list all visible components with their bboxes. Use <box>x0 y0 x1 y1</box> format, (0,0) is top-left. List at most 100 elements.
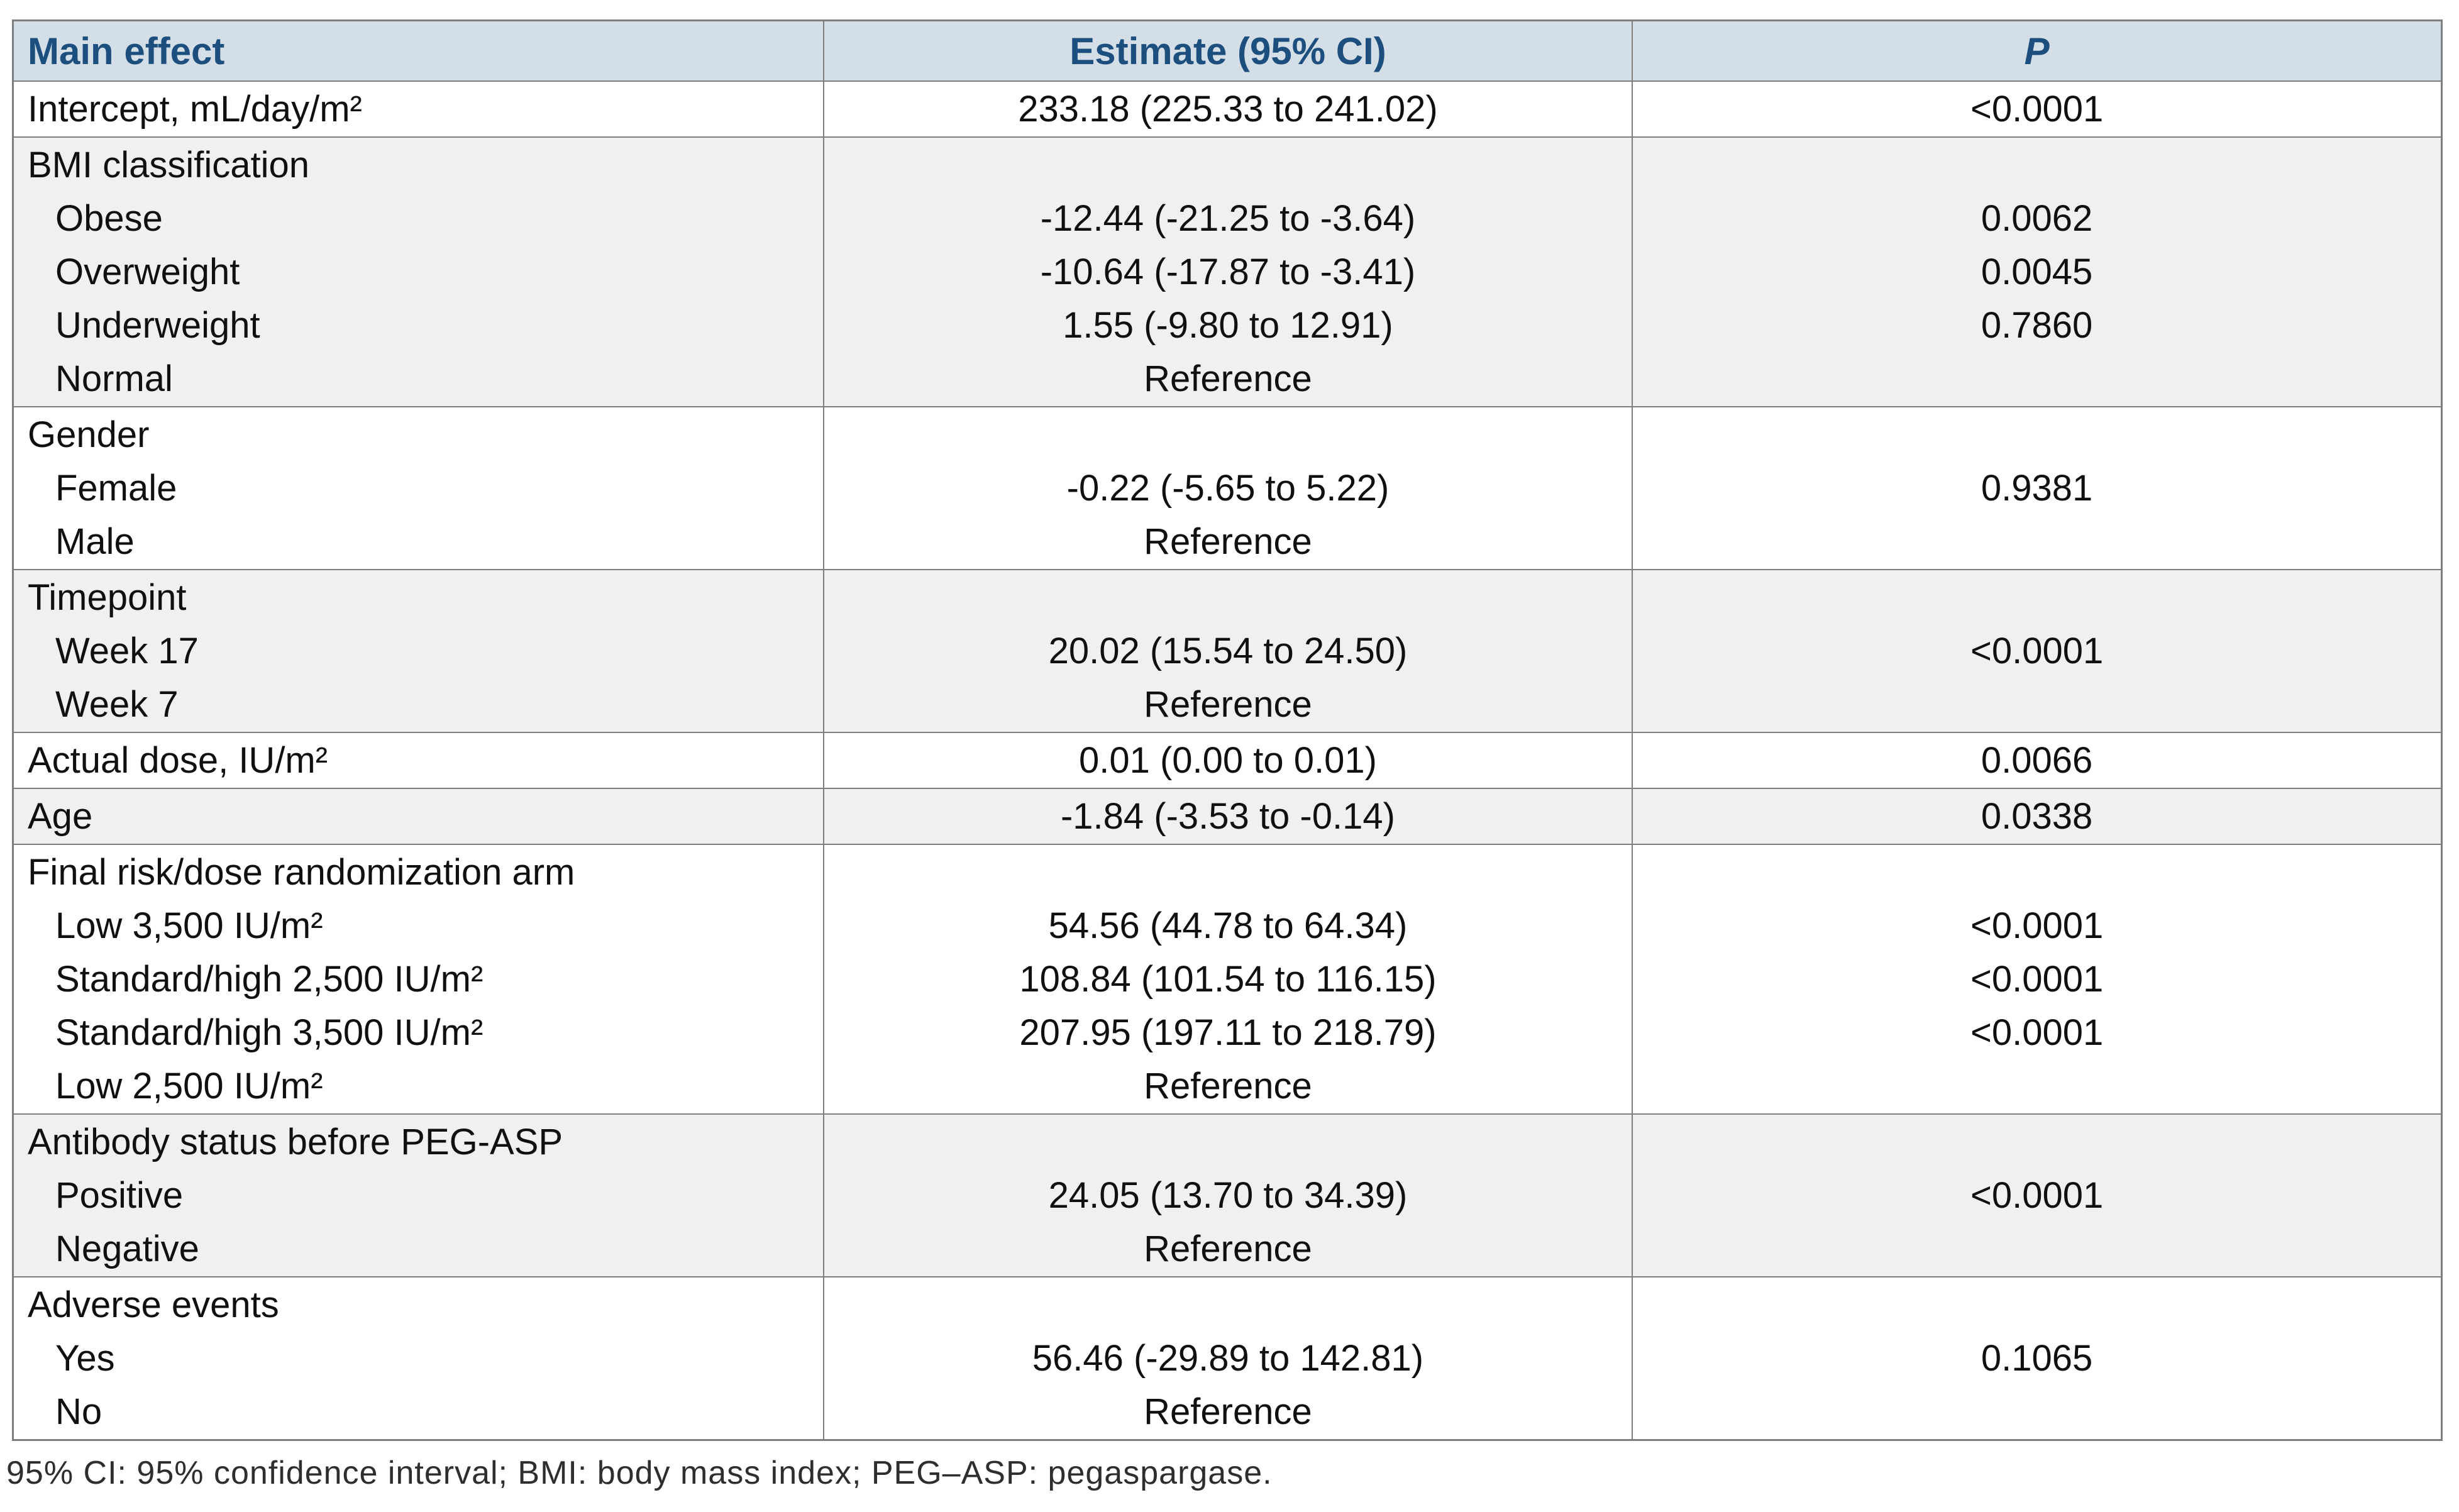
estimate-value: -10.64 (-17.87 to -3.41) <box>1040 251 1416 292</box>
footnote: 95% CI: 95% confidence interval; BMI: bo… <box>6 1455 1273 1491</box>
estimate-value: 56.46 (-29.89 to 142.81) <box>1032 1338 1424 1379</box>
results-table: Main effect Estimate (95% CI) P Intercep… <box>12 19 2443 1441</box>
row-group: Intercept, mL/day/m² 233.18 (225.33 to 24… <box>14 82 2441 136</box>
estimate-value: Reference <box>1144 684 1312 725</box>
estimate-value <box>824 571 1632 624</box>
row-group: Final risk/dose randomization arm Low 3,5… <box>14 844 2441 1113</box>
row-group-column: <0.0001 <box>1632 82 2441 136</box>
estimate-value: 1.55 (-9.80 to 12.91) <box>1063 305 1393 346</box>
row-label: Yes <box>55 1338 115 1379</box>
row-group-column: Antibody status before PEG-ASP Positive Ne… <box>14 1115 823 1276</box>
row-group: Timepoint Week 17 Week 7 20.02 (15.54 to 24… <box>14 569 2441 732</box>
row-group-column: 0.1065 <box>1632 1277 2441 1439</box>
row-label: BMI classification <box>28 145 310 185</box>
row-group: Antibody status before PEG-ASP Positive Ne… <box>14 1113 2441 1276</box>
estimate-value: 0.01 (0.00 to 0.01) <box>1078 740 1377 781</box>
row-label: Standard/high 2,500 IU/m² <box>55 959 484 1000</box>
p-value <box>1633 1278 2441 1332</box>
row-group-column: Adverse events Yes No <box>14 1277 823 1439</box>
row-group-column: 233.18 (225.33 to 241.02) <box>822 82 1632 136</box>
row-label: Final risk/dose randomization arm <box>28 852 575 893</box>
p-value <box>1633 846 2441 899</box>
p-value: <0.0001 <box>1970 1175 2104 1216</box>
row-group-column: 24.05 (13.70 to 34.39) Reference <box>822 1115 1632 1276</box>
row-group: Actual dose, IU/m² 0.01 (0.00 to 0.01) 0.0… <box>14 732 2441 788</box>
p-value: <0.0001 <box>1970 89 2104 130</box>
row-label: Adverse events <box>28 1284 279 1325</box>
row-group-column: <0.0001 <box>1632 570 2441 732</box>
estimate-value: 108.84 (101.54 to 116.15) <box>1019 959 1437 1000</box>
estimate-value: 24.05 (13.70 to 34.39) <box>1048 1175 1408 1216</box>
p-value <box>1633 138 2441 192</box>
estimate-value: 207.95 (197.11 to 218.79) <box>1019 1012 1437 1053</box>
row-group-column: 0.0062 0.0045 0.7860 <box>1632 138 2441 406</box>
p-value <box>1633 571 2441 624</box>
row-group-column: Final risk/dose randomization arm Low 3,5… <box>14 845 823 1113</box>
row-label: Standard/high 3,500 IU/m² <box>55 1012 484 1053</box>
row-group-column: Actual dose, IU/m² <box>14 733 823 788</box>
column-header-main-effect: Main effect <box>28 30 225 72</box>
row-label: Actual dose, IU/m² <box>28 740 328 781</box>
p-value <box>1633 1059 2441 1113</box>
row-group-column: -1.84 (-3.53 to -0.14) <box>822 789 1632 844</box>
column-header-p: P <box>1632 21 2441 80</box>
row-label: Antibody status before PEG-ASP <box>28 1122 563 1162</box>
estimate-value <box>824 846 1632 899</box>
p-value: 0.0045 <box>1981 251 2093 292</box>
row-group: Adverse events Yes No 56.46 (-29.89 to 142.… <box>14 1276 2441 1439</box>
row-label: Overweight <box>55 251 240 292</box>
estimate-value <box>824 1278 1632 1332</box>
p-value: 0.7860 <box>1981 305 2093 346</box>
p-value: 0.1065 <box>1981 1338 2093 1379</box>
p-value <box>1633 678 2441 731</box>
row-group-column: -0.22 (-5.65 to 5.22) Reference <box>822 407 1632 569</box>
table-body: Intercept, mL/day/m² 233.18 (225.33 to 24… <box>14 82 2441 1439</box>
p-value: <0.0001 <box>1970 1012 2104 1053</box>
p-value <box>1633 1385 2441 1438</box>
p-value: 0.0338 <box>1981 796 2093 837</box>
p-value: <0.0001 <box>1970 631 2104 671</box>
row-group-column: Age <box>14 789 823 844</box>
column-header-estimate: Estimate (95% CI) <box>822 21 1632 80</box>
row-group-column: 0.9381 <box>1632 407 2441 569</box>
p-value: <0.0001 <box>1970 905 2104 946</box>
row-group-column: <0.0001 <box>1632 1115 2441 1276</box>
p-value <box>1633 1222 2441 1276</box>
p-value <box>1633 515 2441 568</box>
row-group-column: Intercept, mL/day/m² <box>14 82 823 136</box>
row-label: Normal <box>55 358 173 399</box>
estimate-value: -0.22 (-5.65 to 5.22) <box>1066 468 1390 509</box>
row-label: Gender <box>28 414 150 455</box>
row-label: Week 17 <box>55 631 199 671</box>
estimate-value: -1.84 (-3.53 to -0.14) <box>1060 796 1395 837</box>
row-label: Timepoint <box>28 577 187 618</box>
row-group: Age -1.84 (-3.53 to -0.14) 0.0338 <box>14 788 2441 844</box>
row-group: Gender Female Male -0.22 (-5.65 to 5.22) Ref… <box>14 406 2441 569</box>
estimate-value <box>824 138 1632 192</box>
estimate-value: Reference <box>1144 1391 1312 1432</box>
estimate-value: 54.56 (44.78 to 64.34) <box>1048 905 1408 946</box>
estimate-value: Reference <box>1144 1228 1312 1269</box>
row-label: No <box>55 1391 102 1432</box>
p-value: <0.0001 <box>1970 959 2104 1000</box>
row-label: Age <box>28 796 93 837</box>
estimate-value <box>824 1115 1632 1169</box>
row-label: Intercept, mL/day/m² <box>28 89 362 130</box>
table-header: Main effect Estimate (95% CI) P <box>14 21 2441 82</box>
row-label: Female <box>55 468 177 509</box>
p-value <box>1633 352 2441 406</box>
p-value: 0.0062 <box>1981 198 2093 239</box>
row-group-column: 0.0338 <box>1632 789 2441 844</box>
row-group-column: 0.0066 <box>1632 733 2441 788</box>
row-group-column: 54.56 (44.78 to 64.34) 108.84 (101.54 to … <box>822 845 1632 1113</box>
row-label: Male <box>55 521 135 562</box>
row-group-column: Timepoint Week 17 Week 7 <box>14 570 823 732</box>
p-value <box>1633 408 2441 461</box>
row-group-column: 56.46 (-29.89 to 142.81) Reference <box>822 1277 1632 1439</box>
row-label: Obese <box>55 198 163 239</box>
row-label: Positive <box>55 1175 184 1216</box>
row-group: BMI classification Obese Overweight Underwe… <box>14 136 2441 406</box>
row-group-column: BMI classification Obese Overweight Underwe… <box>14 138 823 406</box>
row-label: Underweight <box>55 305 260 346</box>
estimate-value: 233.18 (225.33 to 241.02) <box>1018 89 1438 130</box>
